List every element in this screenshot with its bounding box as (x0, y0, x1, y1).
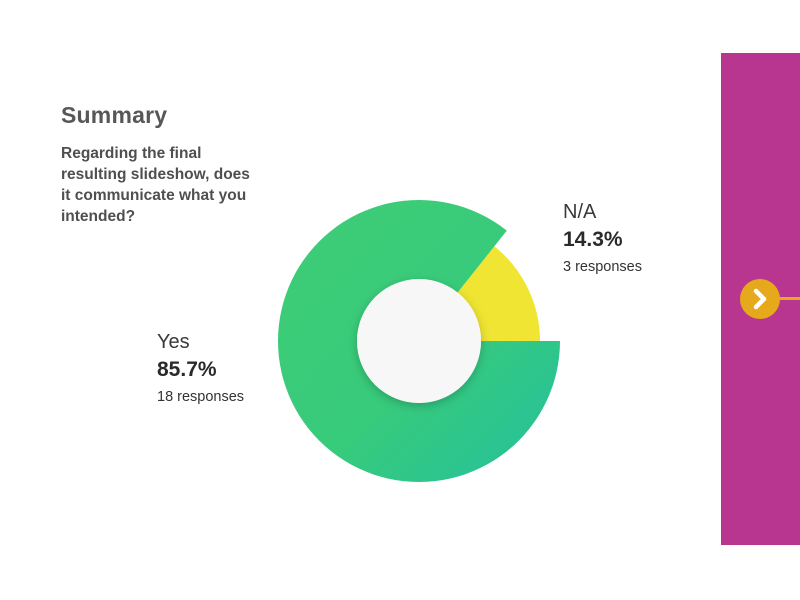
slice-label-yes-percent: 85.7% (157, 358, 217, 381)
slice-na (457, 246, 540, 341)
slice-yes (277, 199, 560, 482)
slice-label-na-responses: 3 responses (563, 259, 642, 275)
next-button[interactable] (740, 279, 780, 319)
donut-hole (357, 279, 481, 403)
donut-chart (277, 199, 560, 482)
next-connector-line (764, 297, 800, 300)
question-text: Regarding the final resulting slideshow,… (61, 145, 250, 225)
slice-label-na: N/A 14.3% 3 responses (563, 200, 642, 277)
summary-title: Summary (61, 102, 168, 128)
slice-label-yes-responses: 18 responses (157, 389, 245, 405)
slice-label-na-percent: 14.3% (563, 228, 623, 251)
donut-slices (277, 199, 560, 482)
chevron-right-icon (753, 288, 767, 310)
slice-label-na-name: N/A (563, 201, 597, 223)
slice-label-yes-name: Yes (157, 331, 190, 353)
slice-label-yes: Yes 85.7% 18 responses (157, 330, 244, 407)
